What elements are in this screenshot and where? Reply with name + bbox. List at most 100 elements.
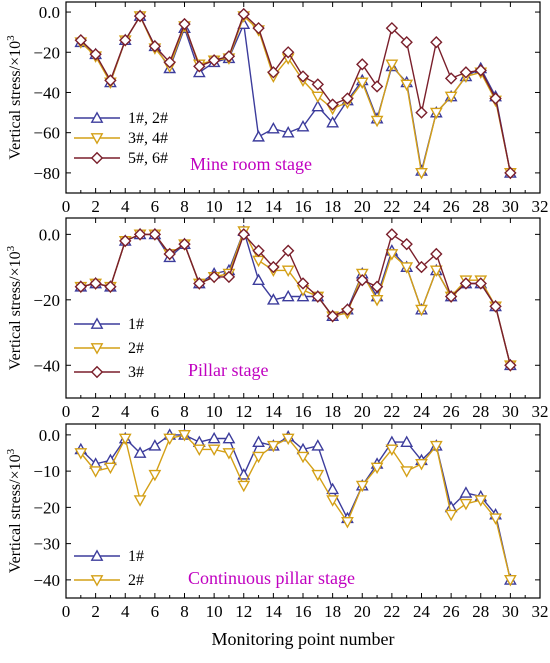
data-point xyxy=(474,495,488,507)
data-point xyxy=(207,54,221,67)
legend: 1#2# xyxy=(74,548,144,589)
data-point xyxy=(385,444,399,457)
data-point xyxy=(415,260,428,274)
data-point xyxy=(266,122,280,134)
data-point xyxy=(237,480,251,493)
data-point xyxy=(311,439,325,451)
x-tick-label: 22 xyxy=(383,602,400,621)
data-point xyxy=(252,273,265,286)
data-point xyxy=(148,469,162,482)
legend: 1# 2# 3# xyxy=(74,316,144,381)
data-point xyxy=(400,262,414,274)
x-axis-label: Monitoring point number xyxy=(212,629,395,649)
x-tick-label: 30 xyxy=(502,197,519,216)
series-line xyxy=(80,12,512,174)
data-point xyxy=(385,228,399,241)
legend-entry: 1#, 2# xyxy=(128,110,168,127)
data-point xyxy=(133,446,147,458)
x-tick-label: 8 xyxy=(180,602,189,621)
y-axis-label: Vertical stress/×103 xyxy=(5,448,24,573)
x-tick-label: 2 xyxy=(91,402,100,421)
data-point xyxy=(326,98,339,111)
y-tick-label: −20 xyxy=(33,291,60,310)
data-point xyxy=(430,36,443,49)
legend-marker xyxy=(90,317,104,329)
data-point xyxy=(178,237,191,251)
x-tick-label: 14 xyxy=(265,197,283,216)
legend-entry: 1# xyxy=(128,548,144,565)
x-tick-label: 18 xyxy=(324,402,341,421)
data-point xyxy=(341,517,354,529)
legend-marker xyxy=(90,151,104,165)
data-point xyxy=(222,431,236,444)
data-point xyxy=(311,91,325,104)
data-point xyxy=(459,486,473,498)
data-point xyxy=(266,440,280,453)
legend-entry: 5#, 6# xyxy=(128,150,168,167)
y-tick-label: 0.0 xyxy=(39,225,60,244)
x-tick-label: 30 xyxy=(502,402,519,421)
legend: 1#, 2# 3#, 4# 5#, 6# xyxy=(74,110,168,167)
data-point xyxy=(444,290,458,303)
data-point xyxy=(148,439,162,451)
x-tick-label: 6 xyxy=(151,602,160,621)
data-point xyxy=(355,480,369,493)
data-point xyxy=(415,459,428,471)
data-point xyxy=(252,21,265,35)
x-tick-label: 24 xyxy=(413,402,431,421)
x-tick-label: 6 xyxy=(151,402,160,421)
x-tick-label: 26 xyxy=(443,402,460,421)
data-point xyxy=(296,451,310,464)
data-point xyxy=(252,451,265,464)
y-tick-label: −40 xyxy=(33,83,60,102)
x-tick-label: 32 xyxy=(532,197,549,216)
y-axis-label: Vertical stress/×103 xyxy=(5,245,24,370)
data-point xyxy=(415,106,428,119)
x-tick-label: 14 xyxy=(265,602,283,621)
x-tick-label: 24 xyxy=(413,197,431,216)
legend-marker xyxy=(90,111,104,123)
data-point xyxy=(207,270,221,284)
legend-entry: 3#, 4# xyxy=(128,130,168,147)
legend-entry: 2# xyxy=(128,340,144,357)
data-point xyxy=(489,513,502,525)
stage-label: Pillar stage xyxy=(188,360,268,380)
x-tick-label: 6 xyxy=(151,197,160,216)
data-point xyxy=(400,435,414,447)
data-point xyxy=(163,247,176,261)
data-point xyxy=(311,469,325,482)
x-tick-label: 32 xyxy=(532,402,549,421)
x-tick-label: 0 xyxy=(62,602,71,621)
data-point xyxy=(252,244,265,257)
x-tick-label: 12 xyxy=(235,602,252,621)
x-tick-label: 22 xyxy=(383,402,400,421)
legend-marker xyxy=(90,133,104,145)
x-tick-label: 20 xyxy=(354,602,371,621)
data-point xyxy=(444,72,458,85)
data-point xyxy=(474,277,487,290)
data-point xyxy=(267,66,280,79)
data-point xyxy=(474,64,487,77)
data-point xyxy=(148,40,162,53)
data-point xyxy=(370,462,384,475)
data-point xyxy=(370,294,384,307)
y-tick-label: −80 xyxy=(33,164,60,183)
x-tick-label: 26 xyxy=(443,602,460,621)
data-point xyxy=(504,166,517,180)
data-point xyxy=(385,249,399,261)
data-point xyxy=(504,359,517,372)
data-point xyxy=(415,168,428,180)
x-tick-label: 20 xyxy=(354,402,371,421)
x-tick-label: 24 xyxy=(413,602,431,621)
x-tick-label: 16 xyxy=(295,402,312,421)
data-point xyxy=(193,277,206,290)
x-tick-label: 28 xyxy=(472,402,489,421)
x-tick-label: 26 xyxy=(443,197,460,216)
data-point xyxy=(326,309,339,323)
data-point xyxy=(400,36,413,49)
data-point xyxy=(89,466,103,478)
data-point xyxy=(429,265,443,278)
x-tick-label: 16 xyxy=(295,602,312,621)
data-point xyxy=(429,440,443,453)
data-point xyxy=(104,74,117,87)
